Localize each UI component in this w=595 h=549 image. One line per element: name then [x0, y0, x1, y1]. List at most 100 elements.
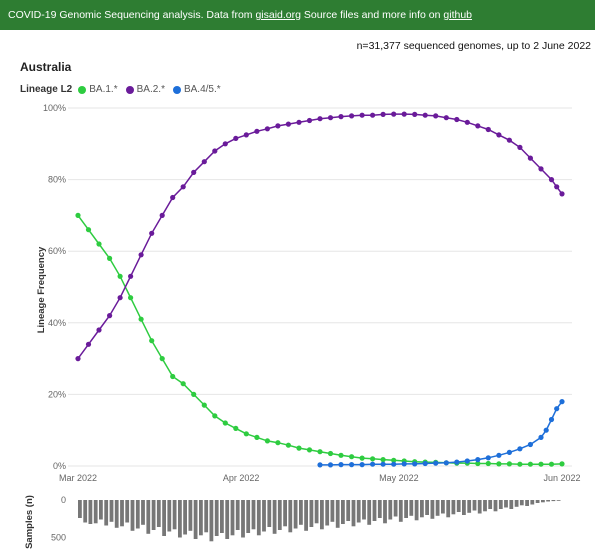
data-point[interactable] — [380, 111, 386, 117]
data-point[interactable] — [159, 212, 165, 218]
data-point[interactable] — [96, 241, 102, 247]
sample-bar[interactable] — [525, 500, 529, 506]
data-point[interactable] — [338, 114, 344, 120]
sample-bar[interactable] — [425, 500, 429, 515]
sample-bar[interactable] — [130, 500, 135, 531]
sample-bar[interactable] — [141, 500, 145, 525]
data-point[interactable] — [496, 132, 502, 138]
data-point[interactable] — [391, 461, 397, 467]
sample-bar[interactable] — [235, 500, 240, 530]
data-point[interactable] — [517, 461, 523, 467]
data-point[interactable] — [275, 123, 281, 129]
data-point[interactable] — [285, 442, 291, 448]
data-point[interactable] — [85, 227, 92, 233]
sample-bar[interactable] — [99, 500, 103, 520]
sample-bar[interactable] — [104, 500, 109, 526]
data-point[interactable] — [138, 252, 144, 258]
sample-bar[interactable] — [193, 500, 198, 539]
sample-bar[interactable] — [467, 500, 472, 513]
data-point[interactable] — [338, 462, 344, 468]
sample-bar[interactable] — [341, 500, 345, 524]
data-point[interactable] — [254, 128, 260, 134]
data-point[interactable] — [327, 115, 334, 121]
sample-bar[interactable] — [272, 500, 277, 534]
data-point[interactable] — [285, 121, 291, 127]
data-point[interactable] — [222, 420, 228, 426]
sample-bar[interactable] — [156, 500, 161, 527]
data-point[interactable] — [306, 117, 313, 124]
sample-bar[interactable] — [109, 500, 114, 522]
data-point[interactable] — [538, 461, 544, 467]
data-point[interactable] — [559, 191, 565, 197]
data-point[interactable] — [433, 113, 439, 119]
sample-bar[interactable] — [78, 500, 82, 518]
data-point[interactable] — [180, 184, 186, 190]
sample-bar[interactable] — [362, 500, 366, 520]
data-point[interactable] — [107, 313, 113, 319]
data-point[interactable] — [506, 137, 512, 143]
data-point[interactable] — [559, 461, 565, 467]
sample-bar[interactable] — [262, 500, 266, 532]
data-point[interactable] — [275, 440, 281, 446]
data-point[interactable] — [548, 416, 555, 423]
data-point[interactable] — [485, 126, 491, 133]
data-point[interactable] — [464, 458, 470, 464]
sample-bar[interactable] — [420, 500, 424, 518]
data-point[interactable] — [464, 119, 470, 125]
sample-bar[interactable] — [304, 500, 308, 531]
data-point[interactable] — [401, 461, 407, 467]
sample-bar[interactable] — [125, 500, 130, 523]
data-point[interactable] — [85, 341, 92, 347]
data-point[interactable] — [506, 449, 512, 455]
sample-bar[interactable] — [325, 500, 330, 526]
sample-bar[interactable] — [472, 500, 477, 511]
data-point[interactable] — [296, 119, 302, 125]
data-point[interactable] — [370, 461, 376, 467]
sample-bar[interactable] — [404, 500, 408, 518]
sample-bar[interactable] — [83, 500, 88, 523]
data-point[interactable] — [170, 373, 176, 380]
sample-bar[interactable] — [488, 500, 493, 509]
sample-bar[interactable] — [451, 500, 456, 515]
sample-bar[interactable] — [135, 500, 140, 529]
data-point[interactable] — [117, 295, 123, 301]
sample-bar[interactable] — [283, 500, 287, 527]
sample-bar[interactable] — [435, 500, 440, 516]
data-point[interactable] — [264, 126, 270, 132]
data-point[interactable] — [349, 462, 355, 468]
sample-bar[interactable] — [277, 500, 282, 530]
sample-bar[interactable] — [383, 500, 387, 524]
data-point[interactable] — [485, 460, 491, 467]
sample-bar[interactable] — [120, 500, 124, 527]
data-point[interactable] — [117, 273, 123, 279]
sample-bar[interactable] — [299, 500, 303, 525]
data-point[interactable] — [233, 135, 239, 141]
data-point[interactable] — [548, 177, 555, 183]
sample-bar[interactable] — [351, 500, 356, 527]
data-point[interactable] — [138, 316, 144, 322]
sample-bar[interactable] — [498, 500, 503, 509]
data-point[interactable] — [543, 427, 549, 433]
sample-bar[interactable] — [178, 500, 182, 538]
sample-bar[interactable] — [530, 500, 535, 505]
data-point[interactable] — [370, 112, 376, 118]
github-link[interactable]: github — [443, 9, 473, 21]
sample-bar[interactable] — [441, 500, 445, 514]
sample-bar[interactable] — [414, 500, 419, 521]
data-point[interactable] — [222, 141, 228, 147]
data-point[interactable] — [191, 391, 197, 397]
data-point[interactable] — [306, 447, 313, 453]
sample-bar[interactable] — [151, 500, 156, 530]
sample-bar[interactable] — [314, 500, 319, 524]
sample-bar[interactable] — [162, 500, 166, 536]
data-point[interactable] — [443, 460, 449, 466]
sample-bar[interactable] — [483, 500, 487, 512]
data-point[interactable] — [128, 273, 134, 279]
data-point[interactable] — [454, 116, 460, 123]
data-point[interactable] — [359, 455, 365, 461]
data-point[interactable] — [180, 381, 186, 387]
data-point[interactable] — [212, 413, 218, 419]
data-point[interactable] — [327, 450, 334, 457]
data-point[interactable] — [433, 460, 439, 466]
data-point[interactable] — [149, 338, 155, 344]
